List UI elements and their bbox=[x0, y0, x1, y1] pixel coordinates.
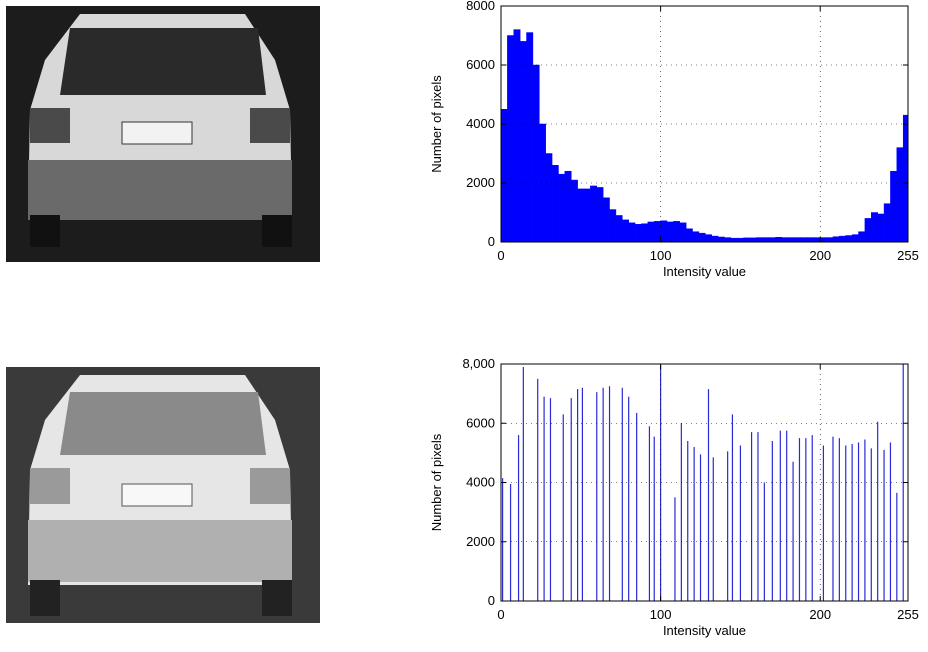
histogram-bar bbox=[819, 237, 827, 243]
histogram-bar bbox=[845, 235, 853, 243]
histogram-bar bbox=[705, 234, 712, 243]
histogram-bar bbox=[602, 197, 610, 243]
histogram-bar bbox=[679, 222, 687, 243]
x-tick-label: 0 bbox=[497, 248, 504, 263]
histogram-bar bbox=[622, 219, 629, 243]
histogram-bar bbox=[864, 218, 872, 243]
histogram-bar bbox=[532, 64, 540, 243]
x-axis-label: Intensity value bbox=[663, 623, 746, 638]
axes-frame bbox=[500, 363, 909, 602]
histogram-bar bbox=[883, 203, 891, 243]
x-tick-label: 255 bbox=[897, 248, 919, 263]
x-axis-label: Intensity value bbox=[663, 264, 746, 279]
histogram-bar bbox=[736, 237, 744, 243]
histogram-bar bbox=[673, 221, 681, 243]
axes-frame bbox=[500, 5, 909, 243]
y-tick-label: 0 bbox=[488, 593, 495, 608]
histogram-bar bbox=[743, 237, 751, 243]
histogram-bar bbox=[570, 179, 578, 243]
histogram-bar bbox=[500, 109, 508, 243]
histogram-bar bbox=[788, 237, 795, 243]
histogram-bar bbox=[858, 231, 866, 243]
histogram-bar bbox=[634, 224, 642, 243]
histogram-bar bbox=[666, 221, 674, 243]
histogram-bar bbox=[775, 237, 783, 243]
y-tick-label: 8000 bbox=[466, 0, 495, 13]
histogram-bar bbox=[615, 215, 623, 243]
photo-original bbox=[6, 6, 320, 262]
histogram-bar bbox=[813, 237, 821, 243]
histogram-bar bbox=[896, 147, 904, 243]
histogram-bar bbox=[800, 237, 808, 243]
histogram-bar bbox=[768, 237, 776, 243]
y-axis-label: Number of pixels bbox=[429, 433, 444, 531]
histogram-bar bbox=[724, 237, 732, 243]
histogram-bar bbox=[781, 237, 789, 243]
histogram-bar bbox=[590, 185, 598, 243]
histogram-bar bbox=[807, 237, 815, 243]
histogram-bar bbox=[628, 222, 636, 243]
histogram-bar bbox=[653, 221, 661, 243]
histogram-bar bbox=[609, 209, 617, 243]
histogram-bar bbox=[730, 237, 738, 243]
histogram-bar bbox=[871, 212, 878, 243]
x-tick-label: 100 bbox=[650, 607, 672, 622]
histogram-bar bbox=[513, 29, 521, 243]
y-tick-label: 4000 bbox=[466, 475, 495, 490]
histogram-bar bbox=[641, 223, 649, 243]
histogram-bar bbox=[794, 237, 802, 243]
histogram-bar bbox=[717, 236, 725, 243]
histogram-bar bbox=[647, 221, 655, 243]
histogram-bar bbox=[551, 165, 559, 243]
histogram-bar bbox=[577, 188, 585, 243]
histogram-bar bbox=[877, 213, 885, 243]
histogram-bar bbox=[902, 114, 909, 243]
x-tick-label: 200 bbox=[809, 248, 831, 263]
histogram-bar bbox=[711, 235, 719, 243]
histogram-bar bbox=[558, 173, 566, 243]
y-tick-label: 0 bbox=[488, 234, 495, 249]
histogram-bar bbox=[762, 237, 770, 243]
histogram-bar bbox=[660, 220, 668, 243]
histogram-bar bbox=[698, 232, 706, 243]
y-tick-label: 2000 bbox=[466, 175, 495, 190]
histogram-bar bbox=[583, 188, 591, 243]
histogram-bar bbox=[839, 235, 847, 243]
histogram-bar bbox=[539, 123, 546, 243]
histogram-bar bbox=[507, 35, 515, 243]
histogram-bar bbox=[826, 237, 834, 243]
histogram-bar bbox=[526, 32, 534, 243]
y-axis-label: Number of pixels bbox=[429, 75, 444, 173]
histogram-bar bbox=[832, 236, 840, 243]
x-tick-label: 100 bbox=[650, 248, 672, 263]
x-tick-label: 0 bbox=[497, 607, 504, 622]
y-tick-label: 2000 bbox=[466, 534, 495, 549]
histogram-bar bbox=[890, 170, 898, 243]
y-tick-label: 6000 bbox=[466, 57, 495, 72]
histogram-bar bbox=[692, 231, 700, 243]
histogram-bar bbox=[545, 153, 553, 243]
photo-equalized bbox=[6, 367, 320, 623]
histogram-bar bbox=[749, 237, 757, 243]
x-tick-label: 200 bbox=[809, 607, 831, 622]
y-tick-label: 8,000 bbox=[462, 356, 495, 371]
histogram-bar bbox=[685, 228, 693, 243]
histogram-bar bbox=[519, 41, 527, 243]
histogram-bar bbox=[564, 170, 572, 243]
histogram-bar bbox=[851, 234, 859, 243]
y-tick-label: 4000 bbox=[466, 116, 495, 131]
histogram-bar bbox=[756, 237, 764, 243]
x-tick-label: 255 bbox=[897, 607, 919, 622]
y-tick-label: 6000 bbox=[466, 415, 495, 430]
histogram-bar bbox=[596, 187, 604, 243]
